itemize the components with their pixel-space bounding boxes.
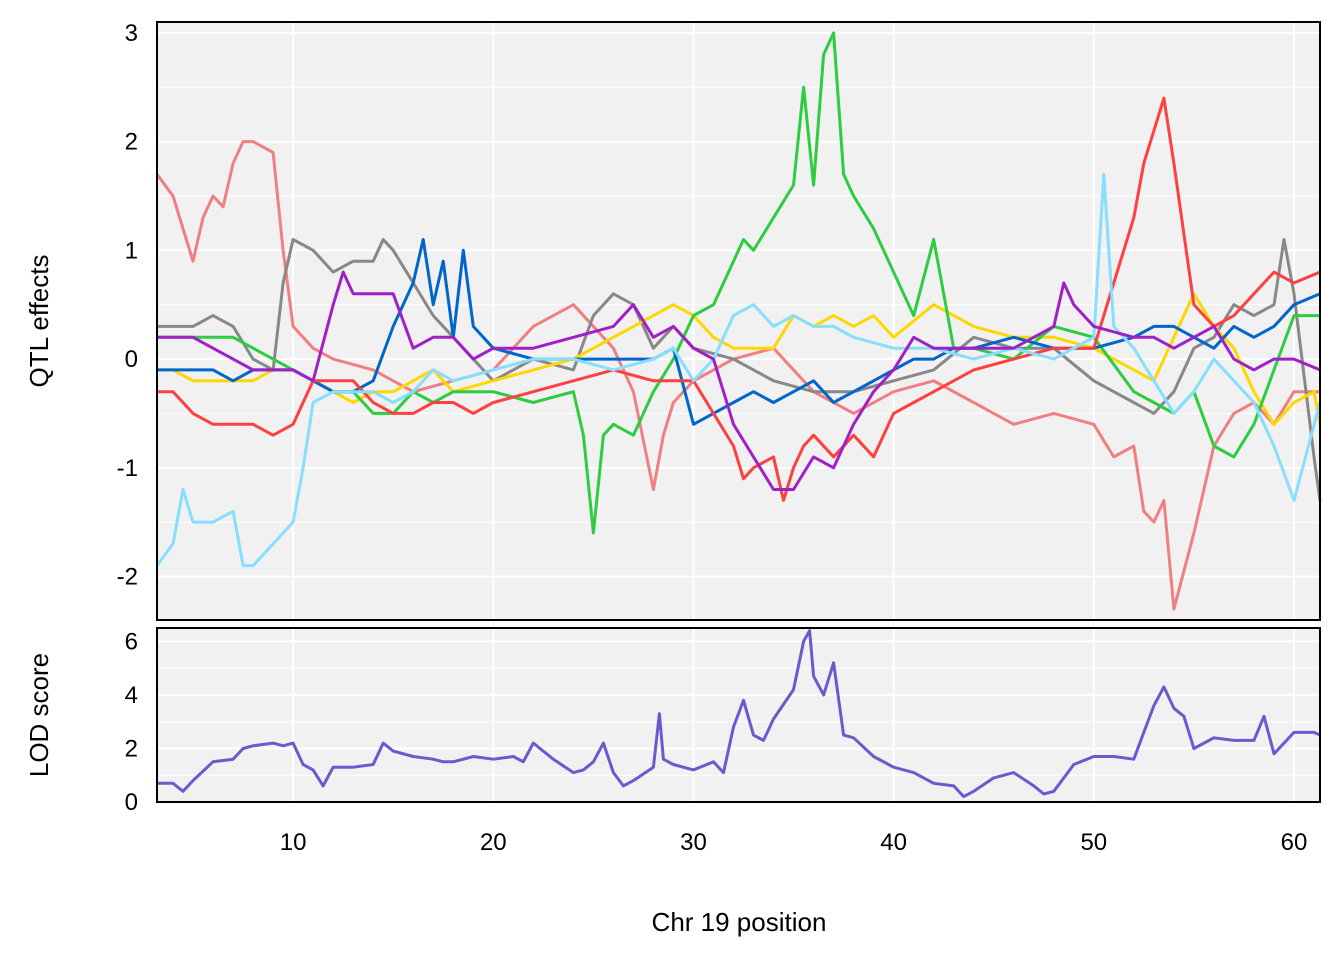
lod-series-group xyxy=(157,629,1321,799)
effects-y-tick-label: 2 xyxy=(125,129,138,156)
effects-y-tick-label: -1 xyxy=(117,455,138,482)
x-tick-label: 50 xyxy=(1080,829,1107,856)
lod-y-tick-label: 2 xyxy=(125,735,138,762)
effects-y-ticks: -2 -1 0 1 2 3 xyxy=(117,20,138,591)
effects-y-tick-label: 1 xyxy=(125,237,138,264)
effects-series-group xyxy=(155,31,1322,611)
effects-panel-background xyxy=(157,22,1320,620)
effects-series-line-6 xyxy=(157,96,1321,502)
lod-series-line-1 xyxy=(157,629,1321,799)
effects-series-line-8 xyxy=(157,270,1321,491)
lod-y-tick-label: 4 xyxy=(125,682,138,709)
effects-series-line-7 xyxy=(155,172,1322,568)
lod-panel: 0 2 4 6 10 20 30 40 50 60 LOD score Chr 19 posit… xyxy=(24,627,1321,937)
effects-y-tick-label: 3 xyxy=(125,20,138,47)
effects-y-axis-label: QTL effects xyxy=(24,255,54,388)
lod-y-axis-label: LOD score xyxy=(24,653,54,777)
x-tick-label: 30 xyxy=(680,829,707,856)
lod-panel-frame xyxy=(156,627,1321,803)
x-axis-label: Chr 19 position xyxy=(652,907,827,937)
x-ticks: 10 20 30 40 50 60 xyxy=(280,829,1308,856)
effects-grid xyxy=(157,22,1320,620)
x-tick-label: 20 xyxy=(480,829,507,856)
effects-y-tick-label: -2 xyxy=(117,564,138,591)
x-tick-label: 10 xyxy=(280,829,307,856)
lod-y-tick-label: 0 xyxy=(125,789,138,816)
lod-y-tick-label: 6 xyxy=(125,628,138,655)
x-tick-label: 60 xyxy=(1281,829,1308,856)
effects-panel: -2 -1 0 1 2 3 QTL effects xyxy=(24,20,1322,621)
lod-y-ticks: 0 2 4 6 xyxy=(125,628,138,816)
effects-series-line-5 xyxy=(157,238,1321,426)
effects-series-line-2 xyxy=(157,238,1322,501)
effects-y-tick-label: 0 xyxy=(125,346,138,373)
x-tick-label: 40 xyxy=(880,829,907,856)
effects-panel-frame xyxy=(156,21,1321,621)
